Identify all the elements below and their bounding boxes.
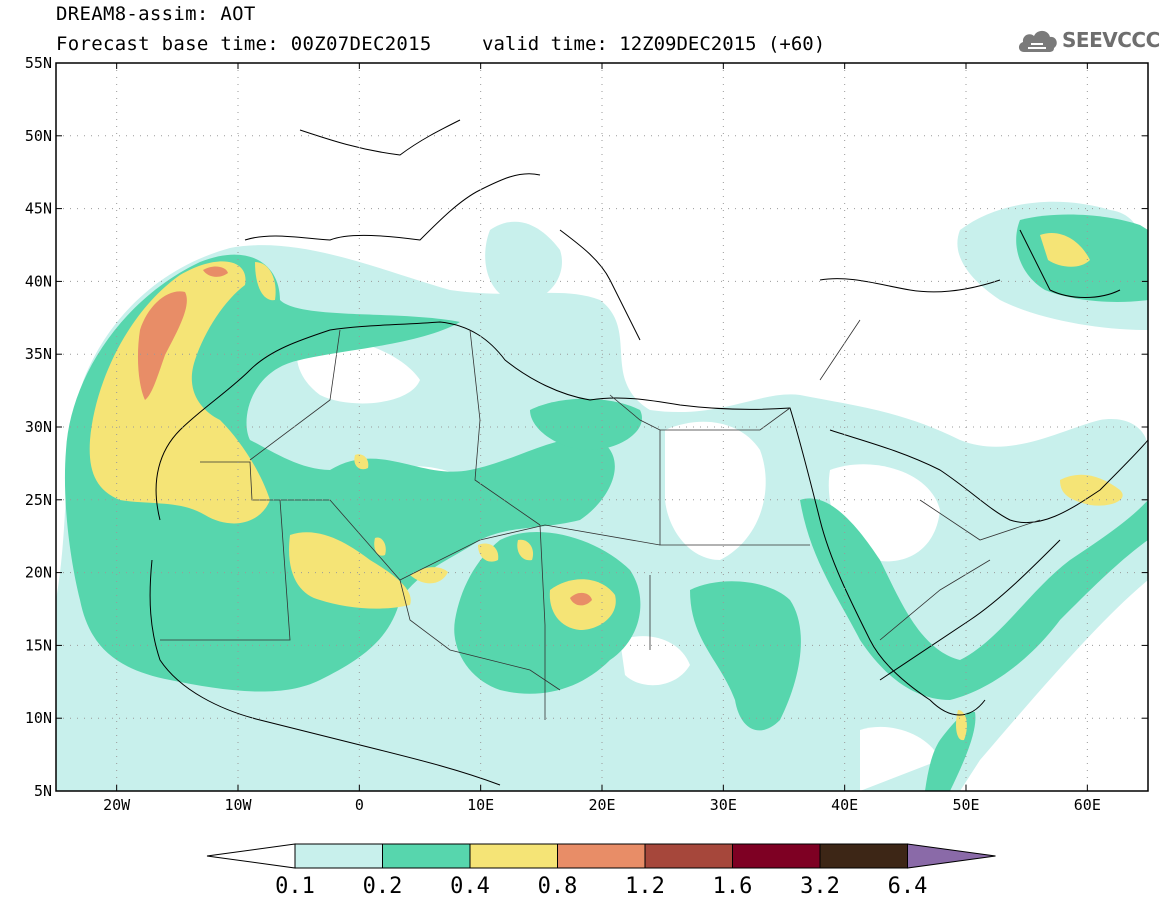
colorbar-label: 6.4: [888, 874, 928, 899]
colorbar-segment: [469, 843, 558, 869]
lon-tick-label: 20E: [588, 796, 615, 814]
cloud-icon: [1018, 30, 1057, 52]
lon-tick-label: 10W: [224, 796, 252, 814]
lon-tick-label: 0: [355, 796, 364, 814]
axis-ticks: [56, 62, 1148, 792]
lat-tick-label: 30N: [25, 418, 52, 436]
colorbar-segment: [382, 843, 471, 869]
colorbar-label: 0.8: [538, 874, 578, 899]
map-title: DREAM8-assim: AOT: [56, 3, 256, 25]
colorbar-label: 0.2: [363, 874, 403, 899]
gridlines: [56, 63, 1148, 791]
valid-time: valid time: 12Z09DEC2015 (+60): [482, 33, 826, 55]
longitude-labels: 20W 10W 0 10E 20E 30E 40E 50E 60E: [103, 796, 1101, 814]
colorbar-label: 1.6: [713, 874, 753, 899]
colorbar-labels: 0.1 0.2 0.4 0.8 1.2 1.6 3.2 6.4: [275, 874, 927, 899]
coastlines: [149, 119, 1148, 786]
colorbar-label: 0.4: [450, 874, 490, 899]
country-borders: [160, 319, 1041, 720]
lon-tick-label: 20W: [103, 796, 131, 814]
lat-tick-label: 40N: [25, 272, 52, 290]
lon-tick-label: 40E: [831, 796, 858, 814]
lon-tick-label: 10E: [467, 796, 494, 814]
colorbar-segment: [732, 843, 821, 869]
aot-level-0.8: [137, 266, 592, 606]
lat-tick-label: 45N: [25, 200, 52, 218]
aot-level-0.4: [89, 232, 1123, 741]
colorbar-segment: [557, 843, 646, 869]
lat-tick-label: 15N: [25, 636, 52, 654]
seevccc-logo: SEEVCCC: [1062, 28, 1160, 52]
colorbar-segment: [819, 843, 908, 869]
lat-tick-label: 25N: [25, 491, 52, 509]
lon-tick-label: 30E: [710, 796, 737, 814]
lat-tick-label: 55N: [25, 54, 52, 72]
lat-tick-label: 35N: [25, 345, 52, 363]
latitude-labels: 55N 50N 45N 40N 35N 30N 25N 20N 15N 10N 5N: [25, 54, 52, 800]
lat-tick-label: 50N: [25, 127, 52, 145]
colorbar-segment: [294, 843, 383, 869]
forecast-base-time: Forecast base time: 00Z07DEC2015: [56, 33, 432, 55]
lat-tick-label: 10N: [25, 709, 52, 727]
lon-tick-label: 60E: [1074, 796, 1101, 814]
colorbar-label: 0.1: [275, 874, 315, 899]
colorbar-label: 3.2: [800, 874, 840, 899]
colorbar-segment: [644, 843, 733, 869]
colorbar-min-arrow: [206, 843, 296, 869]
lat-tick-label: 5N: [34, 782, 52, 800]
colorbar-max-arrow: [907, 843, 996, 869]
lat-tick-label: 20N: [25, 564, 52, 582]
aot-colorbar: [206, 843, 996, 869]
lon-tick-label: 50E: [952, 796, 979, 814]
colorbar-label: 1.2: [625, 874, 665, 899]
